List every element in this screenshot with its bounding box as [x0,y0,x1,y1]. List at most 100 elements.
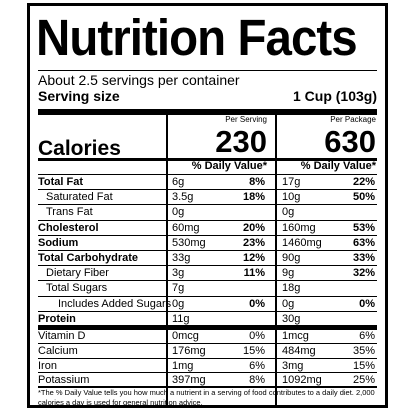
nutrient-name: Calcium [38,345,78,358]
title-rule [38,70,377,71]
nutrient-row: Total Carbohydrate 33g 12% 90g 33% [38,250,377,266]
calories-per-serving: 230 [215,124,267,159]
serving-size-value: 1 Cup (103g) [292,88,377,104]
label-body: Nutrition Facts About 2.5 servings per c… [36,6,377,407]
daily-value-per-package: 50% [352,191,375,204]
thick-rule-top [38,109,377,115]
daily-value-per-package: 6% [359,330,375,342]
amount-per-serving: 11g [172,312,190,325]
label-title: Nutrition Facts [36,9,358,66]
daily-value-per-serving: 15% [242,345,265,358]
daily-value-per-serving: 0% [249,330,265,342]
nutrient-name: Iron [38,359,57,372]
nutrient-row: Cholesterol 60mg 20% 160mg 53% [38,219,377,236]
amount-per-package: 1092mg [282,373,322,386]
amount-per-serving: 176mg [172,345,206,358]
daily-value-per-package: 15% [352,359,375,372]
amount-per-package: 18g [282,282,301,295]
amount-per-package: 0g [282,297,295,310]
daily-value-per-package: 22% [352,176,375,188]
nutrient-row: Saturated Fat 3.5g 18% 10g 50% [38,189,377,205]
daily-value-per-serving: 20% [242,221,265,234]
nutrient-row: Protein 11g 30g [38,310,377,327]
amount-per-package: 3mg [282,359,304,372]
amount-per-package: 484mg [282,345,316,358]
per-serving-header: Per Serving [225,115,267,124]
amount-per-serving: 33g [172,252,191,264]
amount-per-package: 17g [282,176,301,188]
amount-per-package: 9g [282,267,295,280]
vitamin-row: Calcium 176mg 15% 484mg 35% [38,343,377,359]
daily-value-header-package: % Daily Value* [300,160,376,172]
daily-value-per-serving: 8% [249,176,265,188]
amount-per-package: 90g [282,252,301,264]
daily-value-per-serving: 6% [249,359,265,372]
nutrient-name: Trans Fat [46,206,93,219]
amount-per-serving: 397mg [172,373,206,386]
nutrient-name: Total Fat [38,176,84,188]
nutrient-name: Cholesterol [38,221,99,234]
thick-rule-vitamins [38,325,377,330]
amount-per-package: 160mg [282,221,316,234]
amount-per-serving: 6g [172,176,185,188]
daily-value-per-serving: 0% [249,297,265,310]
amount-per-package: 1mcg [282,330,309,342]
amount-per-package: 30g [282,312,301,325]
nutrient-name: Protein [38,312,76,325]
daily-value-per-serving: 23% [242,236,265,249]
daily-value-per-serving: 12% [242,252,265,264]
nutrient-row: Trans Fat 0g 0g [38,204,377,220]
nutrient-row: Dietary Fiber 3g 11% 9g 32% [38,265,377,281]
amount-per-package: 1460mg [282,236,322,249]
amount-per-serving: 1mg [172,359,194,372]
nutrient-row: Includes Added Sugars 0g 0% 0g 0% [38,295,377,312]
amount-per-serving: 3.5g [172,191,194,204]
daily-value-per-package: 63% [352,236,375,249]
nutrient-row: Sodium 530mg 23% 1460mg 63% [38,234,377,251]
daily-value-per-package: 0% [359,297,375,310]
nutrient-name: Sodium [38,236,79,249]
nutrient-name: Vitamin D [38,330,86,342]
nutrient-name: Dietary Fiber [46,267,109,280]
nutrient-name: Saturated Fat [46,191,113,204]
daily-value-per-serving: 18% [242,191,265,204]
amount-per-package: 0g [282,206,295,219]
per-package-header: Per Package [330,115,376,124]
nutrient-name: Total Sugars [46,282,108,295]
daily-value-per-package: 25% [352,373,375,386]
calories-label: Calories [38,137,121,160]
daily-value-per-package: 53% [352,221,375,234]
vitamin-row: Potassium 397mg 8% 1092mg 25% [38,371,377,388]
serving-size-label: Serving size [38,88,120,104]
amount-per-serving: 7g [172,282,185,295]
daily-value-per-package: 35% [352,345,375,358]
serving-size-row: Serving size 1 Cup (103g) [38,88,377,105]
nutrient-name: Potassium [38,373,90,386]
footnote: *The % Daily Value tells you how much a … [38,388,375,407]
vitamin-row: Vitamin D 0mcg 0% 1mcg 6% [38,329,377,344]
nutrient-row: Total Sugars 7g 18g [38,280,377,296]
amount-per-serving: 3g [172,267,185,280]
servings-per-container: About 2.5 servings per container [38,72,240,88]
nutrition-label: Nutrition Facts About 2.5 servings per c… [27,3,388,408]
calories-per-package: 630 [324,124,376,159]
nutrient-row: Total Fat 6g 8% 17g 22% [38,174,377,190]
column-divider-left [166,114,168,405]
nutrient-name: Includes Added Sugars [58,297,172,310]
nutrient-name: Total Carbohydrate [38,252,139,264]
column-divider-right [275,114,277,405]
daily-value-per-serving: 8% [249,373,265,386]
daily-value-per-package: 33% [352,252,375,264]
daily-value-per-package: 32% [352,267,375,280]
amount-per-serving: 60mg [172,221,200,234]
amount-per-serving: 0mcg [172,330,199,342]
daily-value-header-serving: % Daily Value* [191,160,267,172]
vitamin-row: Iron 1mg 6% 3mg 15% [38,357,377,374]
daily-value-per-serving: 11% [243,267,265,280]
amount-per-serving: 0g [172,297,185,310]
amount-per-serving: 530mg [172,236,206,249]
calories-rule [38,158,377,161]
amount-per-package: 10g [282,191,301,204]
amount-per-serving: 0g [172,206,185,219]
footnote-rule [38,386,377,388]
